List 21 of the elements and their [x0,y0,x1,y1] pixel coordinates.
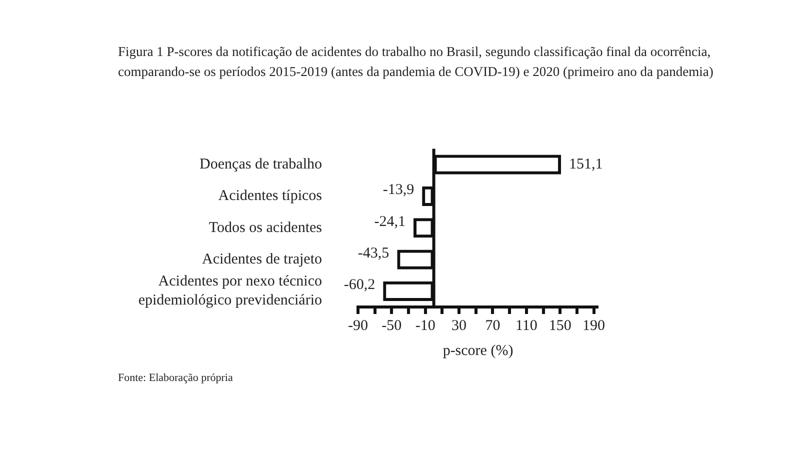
x-tick-label: -10 [415,318,436,334]
data-label: 151,1 [569,156,603,173]
y-tick-label: Acidentes por nexo técnico epidemiológico previdenciário [138,274,322,308]
x-tick-label: 70 [485,318,500,334]
y-tick-label: Todos os acidentes [208,220,322,236]
x-tick-label: 190 [582,318,606,334]
x-tick-label: -90 [348,318,368,334]
data-label: -43,5 [358,245,390,262]
x-tick-label: -50 [382,318,402,334]
chart-title: Figura 1 P-scores da notificação de acidentes do trabalho no Brasil, segundo classificação final da ocorrência, comparando-se os períodos 2015-2019 (antes da pandemia de COVID-19) e 2020 (primeiro ano da pandemia) [117,43,714,81]
y-tick-label: Acidentes de trajeto [202,251,322,268]
x-tick-label: 30 [452,318,467,334]
source-note: Fonte: Elaboração própria [117,371,234,384]
data-label: -60,2 [344,277,376,294]
y-tick-label: Doenças de trabalho [200,156,322,173]
x-axis-title: p-score (%) [442,342,514,359]
data-label: -13,9 [382,182,414,198]
x-tick-label: 150 [548,318,572,334]
y-tick-label: Acidentes típicos [218,188,322,204]
x-tick-label: 110 [515,318,538,334]
data-label: -24,1 [374,214,406,230]
